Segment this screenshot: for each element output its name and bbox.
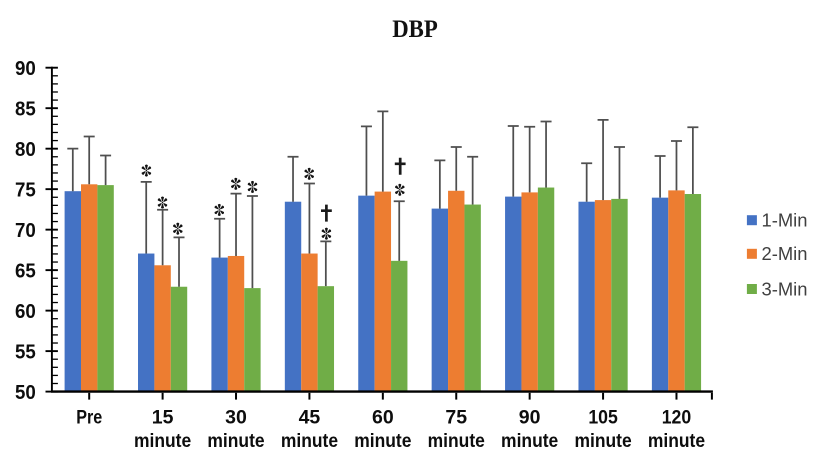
svg-text:Pre: Pre	[76, 407, 102, 429]
svg-text:1-Min: 1-Min	[762, 211, 808, 231]
svg-text:minute: minute	[207, 430, 264, 452]
svg-text:minute: minute	[134, 430, 191, 452]
svg-text:55: 55	[15, 341, 36, 363]
svg-text:minute: minute	[428, 430, 485, 452]
svg-text:90: 90	[15, 58, 36, 80]
svg-text:45: 45	[299, 407, 321, 429]
svg-text:DBP: DBP	[392, 16, 438, 43]
svg-text:105: 105	[588, 407, 618, 429]
svg-text:120: 120	[662, 407, 692, 429]
svg-text:minute: minute	[281, 430, 338, 452]
svg-text:60: 60	[15, 301, 36, 323]
svg-text:80: 80	[15, 139, 36, 161]
svg-text:75: 75	[445, 407, 467, 429]
svg-text:minute: minute	[574, 430, 631, 452]
svg-text:50: 50	[15, 382, 36, 404]
svg-text:15: 15	[152, 407, 174, 429]
svg-text:2-Min: 2-Min	[762, 244, 808, 264]
svg-text:65: 65	[15, 260, 36, 282]
svg-text:60: 60	[372, 407, 394, 429]
svg-text:30: 30	[225, 407, 247, 429]
svg-text:minute: minute	[501, 430, 558, 452]
svg-text:85: 85	[15, 98, 36, 120]
svg-text:minute: minute	[648, 430, 705, 452]
svg-text:3-Min: 3-Min	[762, 279, 808, 299]
svg-text:70: 70	[15, 220, 36, 242]
svg-text:75: 75	[15, 179, 36, 201]
svg-text:minute: minute	[354, 430, 411, 452]
svg-text:90: 90	[519, 407, 541, 429]
